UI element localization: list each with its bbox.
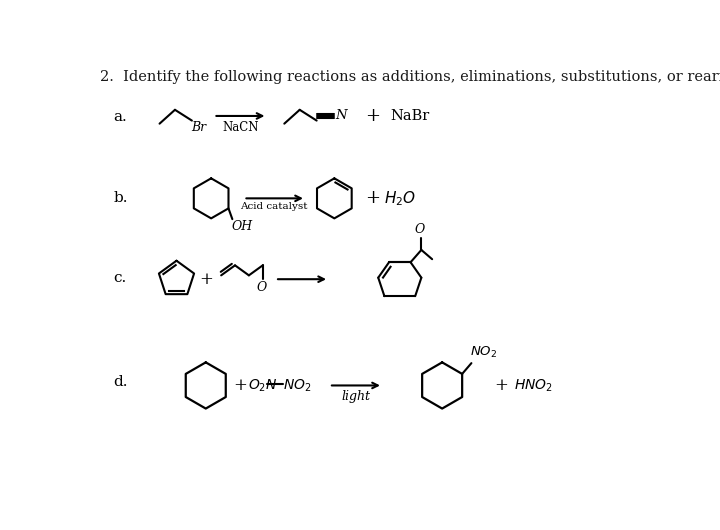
Text: NaBr: NaBr — [390, 109, 430, 123]
Text: c.: c. — [113, 271, 127, 286]
Text: b.: b. — [113, 191, 128, 205]
Text: $NO_2$: $NO_2$ — [470, 345, 497, 360]
Text: a.: a. — [113, 110, 127, 124]
Text: Br: Br — [191, 121, 206, 134]
Text: NaCN: NaCN — [222, 121, 258, 134]
Text: +: + — [365, 107, 380, 125]
Text: O: O — [257, 281, 267, 294]
Text: $O_2N$: $O_2N$ — [248, 377, 278, 394]
Text: O: O — [415, 223, 425, 236]
Text: $H_2O$: $H_2O$ — [384, 189, 416, 208]
Text: light: light — [341, 390, 370, 403]
Text: N: N — [335, 110, 347, 122]
Text: $HNO_2$: $HNO_2$ — [514, 377, 553, 394]
Text: OH: OH — [232, 220, 253, 233]
Text: +: + — [233, 377, 248, 394]
Text: +: + — [365, 189, 380, 207]
Text: +: + — [495, 377, 508, 394]
Text: d.: d. — [113, 375, 128, 390]
Text: $NO_2$: $NO_2$ — [283, 377, 311, 394]
Text: Acid catalyst: Acid catalyst — [240, 202, 308, 211]
Text: 2.  Identify the following reactions as additions, eliminations, substitutions, : 2. Identify the following reactions as a… — [99, 70, 720, 84]
Text: +: + — [199, 271, 212, 288]
